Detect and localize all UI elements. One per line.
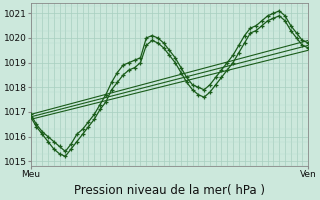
X-axis label: Pression niveau de la mer( hPa ): Pression niveau de la mer( hPa ) bbox=[74, 184, 265, 197]
